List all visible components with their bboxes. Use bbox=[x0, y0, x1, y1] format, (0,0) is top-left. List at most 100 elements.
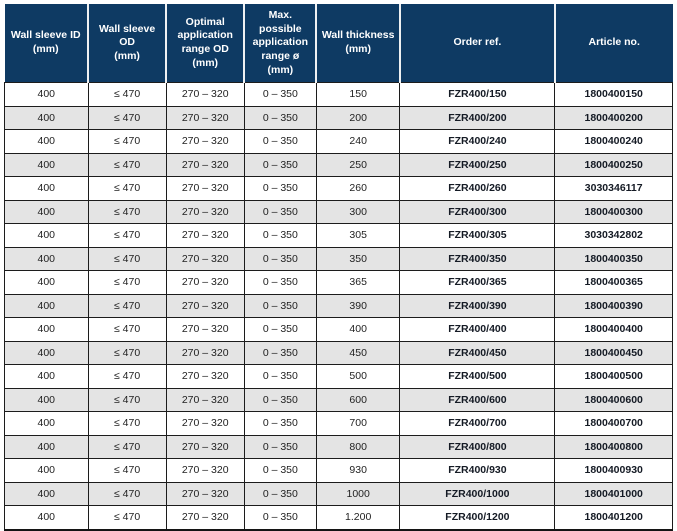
table-row: 400 ≤ 470 270 – 320 0 – 350 305 FZR400/305 303… bbox=[4, 223, 673, 248]
table-row: 400 ≤ 470 270 – 320 0 – 350 390 FZR400/390 180… bbox=[4, 293, 673, 319]
table-cell: 1800400800 bbox=[554, 434, 673, 460]
table-cell: 270 – 320 bbox=[165, 387, 245, 413]
table-cell: 270 – 320 bbox=[165, 505, 245, 531]
table-cell: FZR400/450 bbox=[399, 340, 556, 366]
table-cell: 1800400300 bbox=[554, 199, 673, 225]
column-header: Wall thickness (mm) bbox=[316, 4, 401, 83]
table-cell: 0 – 350 bbox=[243, 434, 317, 460]
table-cell: 1800400365 bbox=[554, 270, 673, 295]
table-cell: 0 – 350 bbox=[243, 199, 317, 225]
table-cell: ≤ 470 bbox=[87, 199, 167, 225]
table-cell: 400 bbox=[4, 317, 89, 342]
table-cell: 1800400350 bbox=[554, 246, 673, 272]
table-row: 400 ≤ 470 270 – 320 0 – 350 260 FZR400/260 303… bbox=[4, 176, 673, 201]
table-cell: 350 bbox=[315, 246, 401, 272]
table-cell: FZR400/350 bbox=[399, 246, 556, 272]
table-cell: FZR400/1000 bbox=[399, 481, 556, 507]
table-cell: 0 – 350 bbox=[243, 270, 317, 295]
table-cell: ≤ 470 bbox=[87, 105, 167, 131]
table-cell: 400 bbox=[4, 270, 89, 295]
table-cell: 270 – 320 bbox=[165, 199, 245, 225]
column-header: Article no. bbox=[554, 4, 673, 83]
table-cell: 270 – 320 bbox=[165, 223, 245, 248]
table-cell: 1800400450 bbox=[554, 340, 673, 366]
table-cell: 1800400500 bbox=[554, 364, 673, 389]
table-cell: 400 bbox=[4, 481, 89, 507]
table-cell: 0 – 350 bbox=[243, 481, 317, 507]
table-cell: 400 bbox=[4, 411, 89, 436]
table-cell: 0 – 350 bbox=[243, 505, 317, 531]
table-cell: 400 bbox=[4, 387, 89, 413]
table-cell: 400 bbox=[4, 152, 89, 178]
table-row: 400 ≤ 470 270 – 320 0 – 350 200 FZR400/200 180… bbox=[4, 105, 673, 131]
table-cell: 0 – 350 bbox=[243, 317, 317, 342]
table-cell: 0 – 350 bbox=[243, 293, 317, 319]
table-row: 400 ≤ 470 270 – 320 0 – 350 700 FZR400/700 180… bbox=[4, 411, 673, 436]
table-cell: 1800400600 bbox=[554, 387, 673, 413]
table-cell: ≤ 470 bbox=[87, 293, 167, 319]
table-cell: 400 bbox=[4, 246, 89, 272]
table-cell: 800 bbox=[315, 434, 401, 460]
table-cell: 1800400240 bbox=[554, 129, 673, 154]
table-cell: FZR400/250 bbox=[399, 152, 556, 178]
table-cell: 150 bbox=[315, 82, 401, 107]
table-cell: 0 – 350 bbox=[243, 105, 317, 131]
table-cell: 0 – 350 bbox=[243, 387, 317, 413]
table-cell: 1000 bbox=[315, 481, 401, 507]
table-cell: 270 – 320 bbox=[165, 364, 245, 389]
table-cell: ≤ 470 bbox=[87, 223, 167, 248]
table-row: 400 ≤ 470 270 – 320 0 – 350 240 FZR400/240 180… bbox=[4, 129, 673, 154]
table-row: 400 ≤ 470 270 – 320 0 – 350 800 FZR400/800 180… bbox=[4, 434, 673, 460]
table-cell: 0 – 350 bbox=[243, 223, 317, 248]
table-cell: 400 bbox=[4, 199, 89, 225]
table-cell: 600 bbox=[315, 387, 401, 413]
table-cell: 1800401200 bbox=[554, 505, 673, 531]
table-row: 400 ≤ 470 270 – 320 0 – 350 365 FZR400/365 180… bbox=[4, 270, 673, 295]
table-row: 400 ≤ 470 270 – 320 0 – 350 300 FZR400/300 180… bbox=[4, 199, 673, 225]
table-cell: FZR400/240 bbox=[399, 129, 556, 154]
table-cell: ≤ 470 bbox=[87, 505, 167, 531]
table-cell: 1800400930 bbox=[554, 458, 673, 483]
table-cell: 1800400200 bbox=[554, 105, 673, 131]
table-cell: 1800401000 bbox=[554, 481, 673, 507]
table-cell: 270 – 320 bbox=[165, 82, 245, 107]
table-cell: 400 bbox=[4, 364, 89, 389]
table-cell: FZR400/365 bbox=[399, 270, 556, 295]
table-cell: 400 bbox=[4, 176, 89, 201]
table-cell: ≤ 470 bbox=[87, 317, 167, 342]
table-cell: 3030346117 bbox=[554, 176, 673, 201]
table-row: 400 ≤ 470 270 – 320 0 – 350 150 FZR400/150 180… bbox=[4, 82, 673, 107]
table-cell: 0 – 350 bbox=[243, 411, 317, 436]
table-cell: 390 bbox=[315, 293, 401, 319]
table-cell: 305 bbox=[315, 223, 401, 248]
table-cell: 400 bbox=[4, 340, 89, 366]
column-header: Optimal application range OD (mm) bbox=[166, 4, 246, 83]
table-cell: ≤ 470 bbox=[87, 129, 167, 154]
table-cell: FZR400/700 bbox=[399, 411, 556, 436]
table-row: 400 ≤ 470 270 – 320 0 – 350 400 FZR400/400 180… bbox=[4, 317, 673, 342]
table-cell: ≤ 470 bbox=[87, 152, 167, 178]
table-cell: 270 – 320 bbox=[165, 270, 245, 295]
table-cell: FZR400/800 bbox=[399, 434, 556, 460]
table-cell: FZR400/260 bbox=[399, 176, 556, 201]
table-cell: FZR400/390 bbox=[399, 293, 556, 319]
table-row: 400 ≤ 470 270 – 320 0 – 350 500 FZR400/500 180… bbox=[4, 364, 673, 389]
table-cell: 1800400250 bbox=[554, 152, 673, 178]
table-cell: 500 bbox=[315, 364, 401, 389]
page: Wall sleeve ID (mm) Wall sleeve OD (mm) Op… bbox=[4, 4, 673, 531]
table-cell: ≤ 470 bbox=[87, 364, 167, 389]
table-cell: 250 bbox=[315, 152, 401, 178]
table-row: 400 ≤ 470 270 – 320 0 – 350 600 FZR400/600 180… bbox=[4, 387, 673, 413]
table-cell: 270 – 320 bbox=[165, 411, 245, 436]
table-cell: FZR400/1200 bbox=[399, 505, 556, 531]
table-cell: 0 – 350 bbox=[243, 129, 317, 154]
table-cell: 400 bbox=[315, 317, 401, 342]
table-cell: 200 bbox=[315, 105, 401, 131]
table-cell: 400 bbox=[4, 458, 89, 483]
table-cell: FZR400/305 bbox=[399, 223, 556, 248]
table-cell: 0 – 350 bbox=[243, 176, 317, 201]
table-row: 400 ≤ 470 270 – 320 0 – 350 450 FZR400/450 180… bbox=[4, 340, 673, 366]
table-cell: 400 bbox=[4, 223, 89, 248]
table-cell: 0 – 350 bbox=[243, 246, 317, 272]
header-row: Wall sleeve ID (mm) Wall sleeve OD (mm) Op… bbox=[4, 4, 673, 83]
